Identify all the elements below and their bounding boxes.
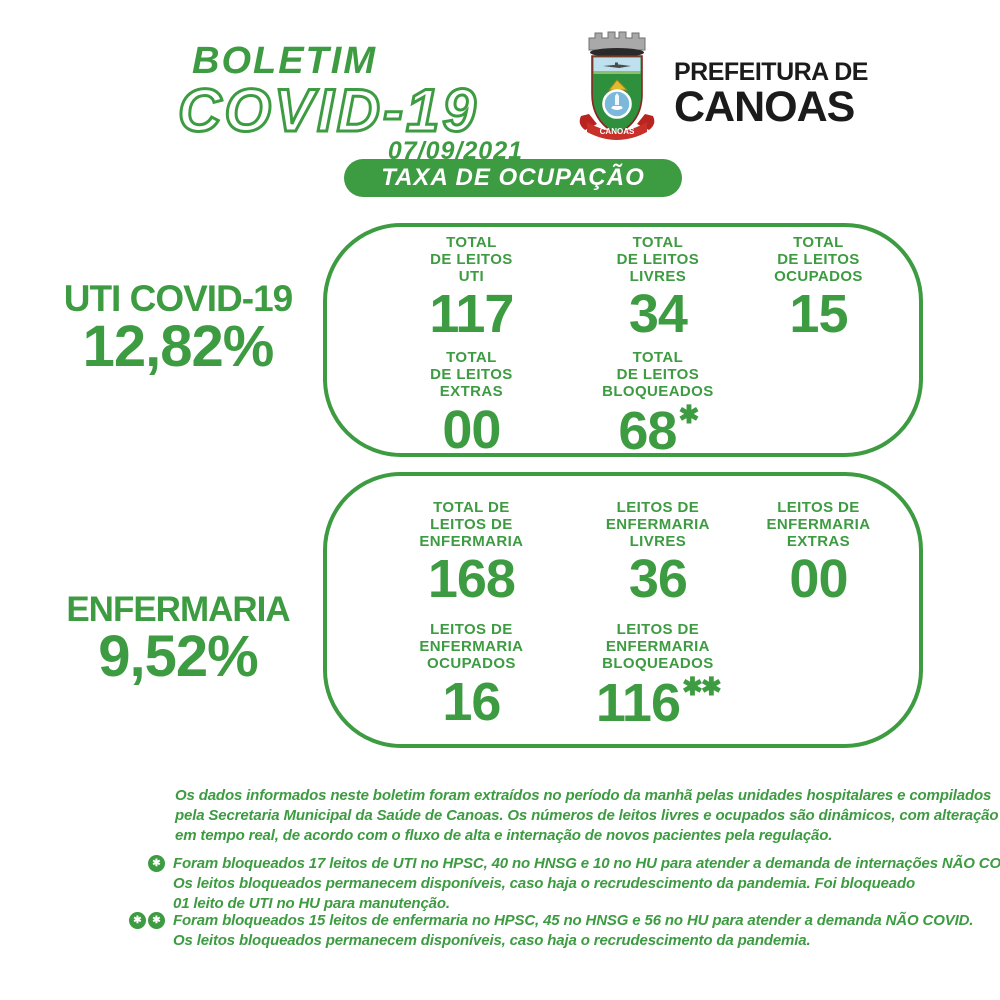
stat-number: 68 — [618, 400, 677, 461]
uti-section-name: UTI COVID-19 — [63, 278, 294, 319]
stat-label: TOTAL DE LEITOS OCUPADOS — [774, 234, 863, 285]
asterisk-badge-icon: ✱ — [129, 912, 146, 929]
footnote-uti-text: Foram bloqueados 17 leitos de UTI no HPS… — [173, 855, 1000, 912]
stat-cell-leitos-bloqueados: TOTAL DE LEITOS BLOQUEADOS 68✱ — [570, 349, 746, 461]
stat-value: 16 — [442, 671, 501, 732]
uti-occupancy-rate: 12,82% — [82, 313, 275, 379]
stat-value: 36 — [628, 549, 688, 610]
stat-cell-leitos-extras: TOTAL DE LEITOS EXTRAS 00 — [373, 350, 570, 458]
stat-label: LEITOS DE ENFERMARIA OCUPADOS — [419, 621, 524, 673]
stat-label: TOTAL DE LEITOS EXTRAS — [430, 349, 513, 401]
enfermaria-section-label: ENFERMARIA 9,52% — [33, 590, 323, 689]
org-line2: CANOAS — [674, 83, 855, 131]
footnote-markers: ✱ — [148, 854, 165, 872]
asterisk-badge-icon: ✱ — [148, 912, 165, 929]
footnote-asterisk-icon: ✱ — [678, 400, 699, 429]
stat-cell-enfermaria-livres: LEITOS DE ENFERMARIA LIVRES 36 — [570, 499, 746, 610]
footnote-markers: ✱ ✱ — [129, 911, 165, 929]
enfermaria-stats-row-2: LEITOS DE ENFERMARIA OCUPADOS 16 LEITOS … — [373, 621, 891, 733]
stat-cell-total-leitos-enfermaria: TOTAL DE LEITOS DE ENFERMARIA 168 — [373, 499, 570, 610]
stat-label: TOTAL DE LEITOS BLOQUEADOS — [602, 349, 714, 401]
stat-label: TOTAL DE LEITOS LIVRES — [616, 234, 700, 285]
stat-value: 00 — [442, 399, 501, 460]
asterisk-badge-icon: ✱ — [148, 855, 165, 872]
title-boletim: BOLETIM — [192, 40, 377, 82]
stat-cell-total-leitos-uti: TOTAL DE LEITOS UTI 117 — [373, 234, 570, 345]
stat-cell-leitos-ocupados: TOTAL DE LEITOS OCUPADOS 15 — [746, 234, 891, 345]
stat-value: 00 — [789, 549, 848, 610]
footnote-enfermaria-text: Foram bloqueados 15 leitos de enfermaria… — [173, 912, 974, 949]
stat-value: 15 — [789, 284, 848, 345]
stat-label: LEITOS DE ENFERMARIA LIVRES — [605, 499, 710, 550]
disclaimer-text: Os dados informados neste boletim foram … — [175, 787, 999, 844]
org-line1: PREFEITURA DE — [674, 58, 868, 86]
footnote-uti: ✱ Foram bloqueados 17 leitos de UTI no H… — [148, 854, 1000, 914]
stat-cell-enfermaria-bloqueados: LEITOS DE ENFERMARIA BLOQUEADOS 116✱✱ — [570, 621, 746, 733]
uti-stats-row-1: TOTAL DE LEITOS UTI 117 TOTAL DE LEITOS … — [373, 234, 891, 345]
crest-ribbon-label: CANOAS — [600, 127, 635, 136]
stat-label: TOTAL DE LEITOS DE ENFERMARIA — [419, 499, 524, 550]
occupancy-rate-banner: TAXA DE OCUPAÇÃO — [344, 159, 682, 197]
stat-value: 168 — [427, 549, 516, 610]
bulletin-title: BOLETIM COVID-19 07/09/2021 — [177, 40, 523, 166]
enfermaria-stats-box: TOTAL DE LEITOS DE ENFERMARIA 168 LEITOS… — [323, 472, 923, 748]
stat-value: 68✱ — [570, 400, 746, 461]
uti-section-label: UTI COVID-19 12,82% — [33, 278, 323, 379]
org-name: PREFEITURA DE CANOAS — [674, 60, 868, 129]
enfermaria-stats-row-1: TOTAL DE LEITOS DE ENFERMARIA 168 LEITOS… — [373, 499, 891, 610]
stat-label: TOTAL DE LEITOS UTI — [430, 234, 513, 285]
enfermaria-section-name: ENFERMARIA — [66, 590, 290, 629]
title-covid19: COVID-19 — [177, 77, 479, 144]
stat-value: 117 — [429, 284, 514, 345]
footnote-enfermaria: ✱ ✱ Foram bloqueados 15 leitos de enferm… — [129, 911, 973, 951]
stat-number: 116 — [595, 672, 681, 733]
stat-value: 34 — [628, 284, 688, 345]
stat-cell-enfermaria-extras: LEITOS DE ENFERMARIA EXTRAS 00 — [746, 499, 891, 610]
stat-label: LEITOS DE ENFERMARIA BLOQUEADOS — [602, 621, 714, 673]
uti-stats-box: TOTAL DE LEITOS UTI 117 TOTAL DE LEITOS … — [323, 223, 923, 461]
canoas-coat-of-arms-icon: CANOAS — [579, 31, 655, 140]
stat-cell-leitos-livres: TOTAL DE LEITOS LIVRES 34 — [570, 234, 746, 345]
enfermaria-occupancy-rate: 9,52% — [98, 623, 258, 689]
stat-value: 116✱✱ — [570, 672, 746, 733]
stat-cell-enfermaria-ocupados: LEITOS DE ENFERMARIA OCUPADOS 16 — [373, 622, 570, 730]
stat-label: LEITOS DE ENFERMARIA EXTRAS — [766, 499, 871, 550]
footnote-double-asterisk-icon: ✱✱ — [681, 672, 722, 701]
uti-stats-row-2: TOTAL DE LEITOS EXTRAS 00 TOTAL DE LEITO… — [373, 349, 891, 461]
